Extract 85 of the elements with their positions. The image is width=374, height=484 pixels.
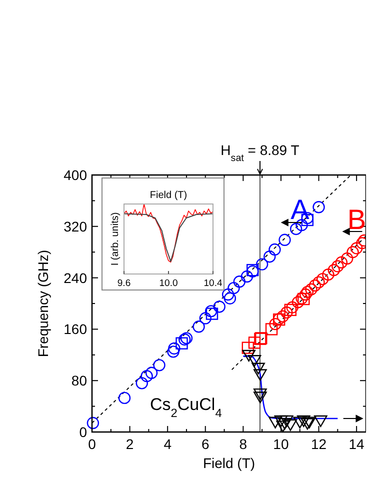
point	[254, 388, 267, 400]
x-tick-label: 12	[310, 436, 327, 452]
point	[346, 246, 359, 258]
x-tick-label: 10.4	[204, 278, 222, 289]
x-tick-label: 8	[239, 436, 248, 452]
point	[278, 234, 291, 246]
annotation: Cs$_{2}$CuCl$_{4}$	[150, 395, 222, 420]
point	[312, 201, 325, 214]
ref-line-label: H$_{sat}$ = 8.89 T	[220, 142, 300, 164]
point	[145, 366, 158, 379]
point	[292, 296, 304, 308]
x-tick-label: 6	[201, 436, 210, 452]
point	[168, 342, 180, 355]
x-tick-label: 9.6	[117, 278, 131, 289]
point	[316, 272, 329, 286]
point	[242, 342, 254, 354]
point	[299, 288, 312, 301]
annotation: A	[290, 194, 310, 225]
point	[268, 243, 281, 256]
point	[86, 416, 100, 430]
point	[118, 392, 131, 404]
point	[314, 415, 328, 428]
point	[167, 346, 180, 358]
point	[192, 320, 205, 333]
point	[206, 308, 218, 320]
y-axis-title: I (arb. units)	[110, 212, 121, 266]
point	[222, 288, 234, 301]
point	[176, 337, 188, 350]
point	[269, 318, 282, 330]
point	[293, 416, 307, 428]
x-tick-label: 4	[164, 436, 172, 452]
x-tick-label: 14	[348, 436, 365, 452]
point	[140, 370, 153, 382]
y-tick-label: 240	[64, 270, 88, 286]
x-tick-label: 10.0	[159, 278, 178, 289]
point	[296, 219, 308, 232]
point	[290, 222, 302, 236]
point	[265, 323, 278, 336]
y-tick-label: 80	[71, 372, 88, 389]
x-tick-label: 10	[273, 436, 289, 452]
point	[233, 276, 246, 288]
point	[322, 268, 334, 281]
point	[305, 283, 318, 296]
point	[350, 242, 363, 254]
x-axis-title: Field (T)	[150, 190, 188, 201]
y-tick-label: 160	[64, 321, 88, 338]
y-tick-label: 320	[64, 218, 88, 234]
point	[228, 282, 240, 294]
point	[332, 260, 344, 272]
point	[341, 252, 354, 265]
point	[276, 310, 289, 322]
y-tick-label: 0	[79, 424, 88, 440]
point	[213, 300, 226, 313]
x-axis-title: Field (T)	[202, 455, 256, 471]
point	[286, 301, 298, 314]
point	[252, 362, 265, 374]
point	[280, 306, 293, 319]
point	[284, 304, 297, 316]
point	[256, 258, 268, 270]
point	[328, 264, 340, 276]
point	[136, 377, 148, 390]
point	[301, 286, 314, 298]
point	[204, 305, 218, 318]
point	[242, 350, 256, 362]
point	[199, 312, 212, 324]
point	[248, 336, 261, 349]
point	[274, 415, 288, 428]
point	[240, 270, 254, 283]
point	[284, 419, 298, 431]
annotation: B	[347, 204, 366, 235]
point	[264, 250, 276, 263]
point	[248, 355, 262, 367]
point	[308, 279, 322, 292]
point	[268, 416, 282, 428]
point	[153, 359, 166, 372]
y-tick-label: 400	[64, 167, 88, 183]
point	[312, 276, 325, 288]
point	[296, 415, 310, 428]
x-tick-label: 2	[126, 436, 134, 452]
point	[254, 369, 267, 381]
point	[335, 256, 348, 268]
y-axis-title: Frequency (GHz)	[35, 250, 51, 358]
point	[254, 392, 267, 404]
point	[224, 292, 236, 304]
point	[280, 415, 294, 428]
